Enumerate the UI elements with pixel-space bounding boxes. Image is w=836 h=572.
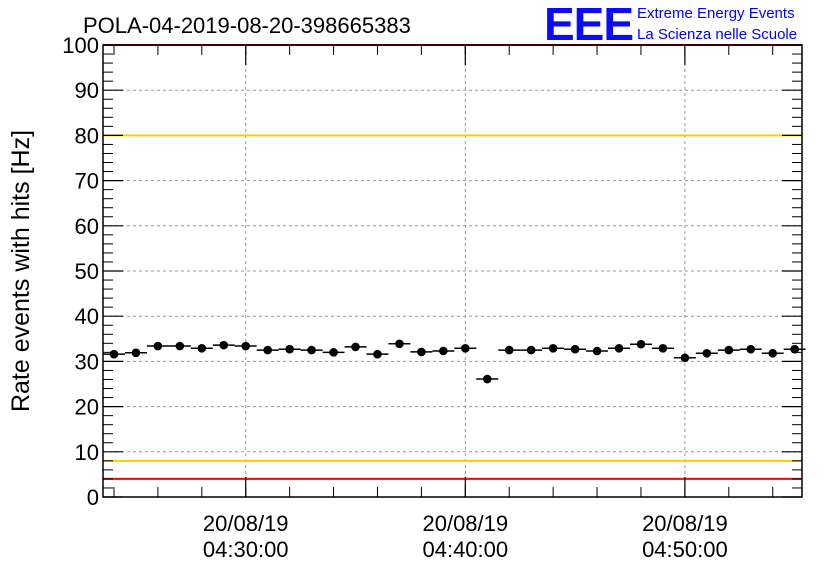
data-point-marker xyxy=(614,343,624,353)
data-point xyxy=(717,345,740,355)
eee-logo-mark: EEE xyxy=(544,0,633,50)
data-point xyxy=(520,345,543,355)
data-point-marker xyxy=(702,348,712,358)
x-tick-label-date: 20/08/19 xyxy=(422,511,508,536)
eee-logo-line2: La Scienza nelle Scuole xyxy=(637,26,797,43)
y-tick-label: 30 xyxy=(75,349,99,374)
y-tick-label: 60 xyxy=(75,214,99,239)
y-tick-label: 20 xyxy=(75,395,99,420)
y-tick-label: 100 xyxy=(62,33,99,58)
y-tick-label: 80 xyxy=(75,123,99,148)
data-point-marker xyxy=(241,341,251,351)
y-tick-labels: 0 10 20 30 40 50 60 70 80 90 100 xyxy=(62,33,99,510)
data-point-marker xyxy=(746,344,756,354)
data-point-marker xyxy=(395,339,404,349)
data-point-marker xyxy=(175,341,185,351)
data-point xyxy=(454,343,477,353)
data-point xyxy=(212,340,235,350)
data-point xyxy=(256,345,279,355)
data-point xyxy=(190,343,213,353)
data-point-marker xyxy=(109,349,119,359)
data-point-marker xyxy=(131,348,141,358)
data-point-marker xyxy=(285,344,294,354)
x-tick-label-time: 04:50:00 xyxy=(642,537,728,562)
data-point xyxy=(388,339,411,349)
data-point xyxy=(651,343,674,353)
data-point-marker xyxy=(263,345,272,355)
data-point-marker xyxy=(329,348,338,357)
data-point-marker xyxy=(658,343,668,353)
y-tick-label: 90 xyxy=(75,78,99,103)
data-point-marker xyxy=(373,349,382,359)
data-point-marker xyxy=(439,346,448,356)
plot-frame xyxy=(102,44,803,498)
data-point xyxy=(344,342,367,352)
data-point xyxy=(564,344,587,354)
data-point-marker xyxy=(482,374,492,384)
data-point xyxy=(124,348,147,358)
data-point-marker xyxy=(417,347,426,357)
y-tick-label: 40 xyxy=(75,304,99,329)
data-point xyxy=(673,353,696,363)
y-tick-label: 10 xyxy=(75,440,99,465)
x-tick-label-date: 20/08/19 xyxy=(642,511,728,536)
data-point xyxy=(300,345,323,355)
data-point xyxy=(322,348,345,357)
data-point xyxy=(432,346,455,356)
data-point-marker xyxy=(592,346,602,356)
eee-logo: EEE Extreme Energy Events La Scienza nel… xyxy=(544,0,797,50)
data-point xyxy=(410,347,433,357)
data-point xyxy=(168,341,191,351)
axes xyxy=(102,44,803,498)
y-tick-label: 0 xyxy=(87,485,99,510)
y-tick-label: 50 xyxy=(75,259,99,284)
x-tick-labels: 20/08/1904:30:0020/08/1904:40:0020/08/19… xyxy=(203,511,728,562)
data-point xyxy=(739,344,762,354)
data-point-marker xyxy=(790,344,799,354)
data-point xyxy=(476,374,499,384)
data-point-marker xyxy=(197,343,207,353)
x-tick-label-date: 20/08/19 xyxy=(203,511,289,536)
data-point-marker xyxy=(636,339,646,349)
data-point-marker xyxy=(219,340,229,350)
data-point xyxy=(695,348,718,358)
data-point-marker xyxy=(768,348,778,358)
y-tick-label: 70 xyxy=(75,169,99,194)
data-point-marker xyxy=(548,343,558,353)
data-point xyxy=(629,339,652,349)
data-point-marker xyxy=(153,341,163,351)
data-point-marker xyxy=(570,344,580,354)
data-point-marker xyxy=(526,345,536,355)
data-point xyxy=(498,345,521,355)
data-point xyxy=(586,346,609,356)
x-tick-label-time: 04:40:00 xyxy=(422,537,508,562)
data-point xyxy=(146,341,169,351)
eee-logo-line1: Extreme Energy Events xyxy=(637,5,795,22)
data-point xyxy=(608,343,630,353)
x-tick-label-time: 04:30:00 xyxy=(203,537,289,562)
data-point xyxy=(542,343,565,353)
data-point xyxy=(234,341,257,351)
data-point-marker xyxy=(351,342,360,352)
data-point xyxy=(761,348,784,358)
data-point-marker xyxy=(724,345,734,355)
data-point-marker xyxy=(461,343,470,353)
chart-title: POLA-04-2019-08-20-398665383 xyxy=(83,13,411,38)
y-axis-label: Rate events with hits [Hz] xyxy=(7,130,35,412)
data-point xyxy=(366,349,389,359)
data-point-marker xyxy=(504,345,514,355)
data-point-marker xyxy=(680,353,690,363)
data-points xyxy=(103,339,806,384)
data-point-marker xyxy=(307,345,316,355)
data-point xyxy=(278,344,301,354)
